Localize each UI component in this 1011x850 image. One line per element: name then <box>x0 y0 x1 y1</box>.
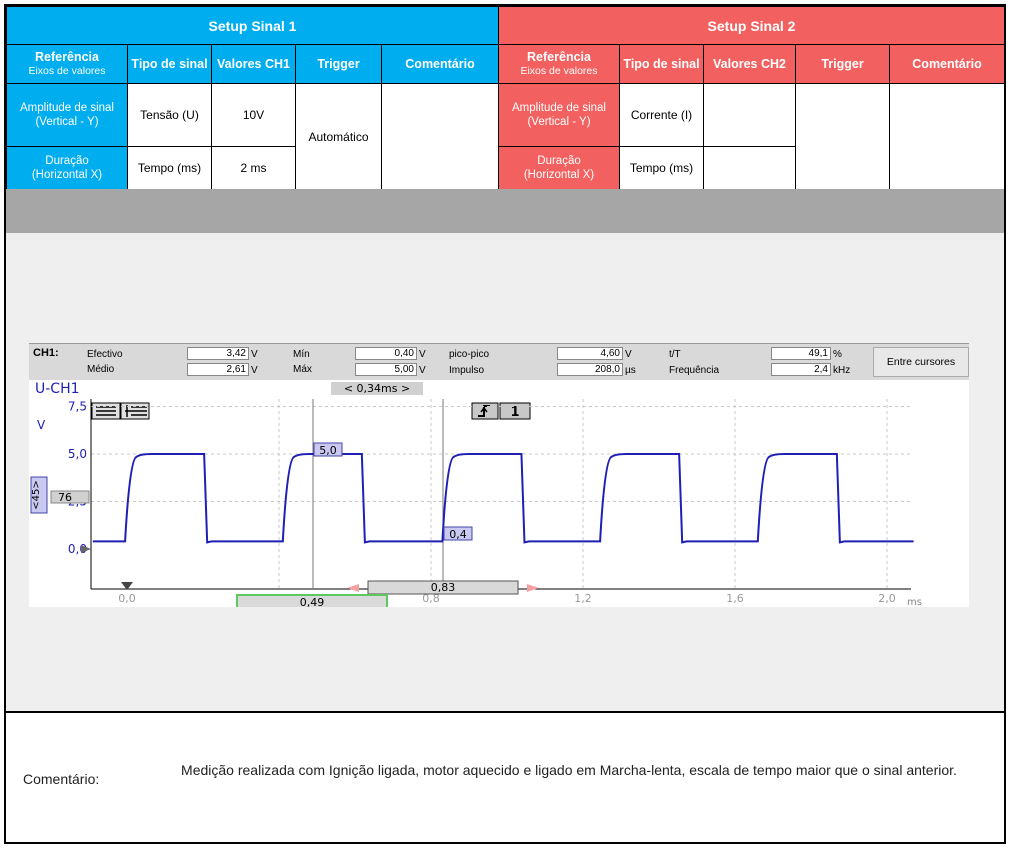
setup-sinal-2-table: Setup Sinal 2 Referência Eixos de valores… <box>497 6 1006 190</box>
y-tick-label: 5,0 <box>68 447 87 461</box>
x-tick-label: 0,8 <box>422 592 440 605</box>
setup2-row-amplitude-tipo: Corrente (I) <box>619 83 704 147</box>
h-cursor2-value: 0,49 <box>300 596 325 607</box>
setup1-row-duracao-valor: 2 ms <box>211 146 296 190</box>
comment-label: Comentário: <box>23 771 100 787</box>
x-tick-label: 2,0 <box>878 592 896 605</box>
delta-box <box>331 382 423 395</box>
waveform-plot: U-CH1 V < 0,34ms > 1 <box>30 381 922 607</box>
oscilloscope-area: CH1: Efectivo 3,42 V Médio 2,61 V Mín 0,… <box>6 233 1004 713</box>
comment-text: Medição realizada com Ignição ligada, mo… <box>181 762 957 778</box>
frequencia-unit: kHz <box>833 365 851 376</box>
setup1-comentario-cell <box>380 83 500 190</box>
setup2-row-duracao-tipo: Tempo (ms) <box>619 146 704 190</box>
trigger-arrow-glyph <box>480 406 488 413</box>
level-marker-value: 76 <box>58 491 72 504</box>
picopico-label: pico-pico <box>449 349 490 360</box>
report-frame: Setup Sinal 1 Referência Eixos de valores… <box>4 4 1006 844</box>
setup-sinal-1-table: Setup Sinal 1 Referência Eixos de valores… <box>5 6 500 190</box>
setup1-header-valores: Valores CH1 <box>211 44 296 84</box>
frequencia-value: 2,4 <box>771 363 831 376</box>
waveform-trace <box>92 453 914 544</box>
min-value: 0,40 <box>355 347 417 360</box>
setup2-row-amplitude-valor <box>703 83 796 147</box>
picopico-value: 4,60 <box>557 347 623 360</box>
medio-label: Médio <box>87 364 115 375</box>
x-tick-label: 1,6 <box>726 592 744 605</box>
setup1-header-referencia: Referência Eixos de valores <box>6 44 128 84</box>
setup2-row-duracao-label: Duração (Horizontal X) <box>498 146 620 190</box>
setup1-row-duracao-label: Duração (Horizontal X) <box>6 146 128 190</box>
setup2-trigger-cell <box>795 83 890 190</box>
delta-label: < 0,34ms > <box>344 382 410 395</box>
x-tick-label: 1,2 <box>574 592 592 605</box>
setup2-header-valores: Valores CH2 <box>703 44 796 84</box>
h-cursor-bar[interactable] <box>367 580 519 595</box>
h-cursor-left-arrow-icon[interactable] <box>347 584 359 592</box>
efectivo-unit: V <box>251 349 258 360</box>
tt-label: t/T <box>669 349 681 360</box>
h-cursor-value: 0,83 <box>431 581 456 594</box>
efectivo-value: 3,42 <box>187 347 249 360</box>
setup1-row-amplitude-label: Amplitude de sinal (Vertical - Y) <box>6 83 128 147</box>
trace-label: U-CH1 <box>35 381 80 397</box>
frequencia-label: Frequência <box>669 365 720 376</box>
efectivo-label: Efectivo <box>87 349 123 360</box>
tt-unit: % <box>833 349 842 360</box>
tt-value: 49,1 <box>771 347 831 360</box>
cursor-b-value: 0,4 <box>449 528 467 541</box>
plot-grid <box>91 399 911 589</box>
x-tick-label: 0,0 <box>118 592 136 605</box>
max-label: Máx <box>293 364 312 375</box>
y-tick-labels: 7,55,02,50,0 <box>68 400 87 557</box>
max-unit: V <box>419 365 426 376</box>
setup1-header-trigger: Trigger <box>295 44 382 84</box>
setup1-header-tipo: Tipo de sinal <box>127 44 212 84</box>
picopico-unit: V <box>625 349 632 360</box>
y-unit-label: V <box>37 418 46 432</box>
setup2-header-comentario: Comentário <box>888 44 1006 84</box>
setup2-title: Setup Sinal 2 <box>497 6 1006 45</box>
setup1-header-comentario: Comentário <box>380 44 500 84</box>
setup2-comentario-cell <box>888 83 1006 190</box>
trigger-position-marker-icon[interactable] <box>121 582 133 590</box>
x-unit-label: ms <box>907 597 922 607</box>
setup1-row-amplitude-valor: 10V <box>211 83 296 147</box>
trigger-channel-label: 1 <box>510 405 519 420</box>
min-label: Mín <box>293 349 310 360</box>
max-value: 5,00 <box>355 363 417 376</box>
setup2-header-tipo: Tipo de sinal <box>619 44 704 84</box>
vscale-box[interactable] <box>30 476 48 514</box>
comment-section: Comentário: Medição realizada com Igniçã… <box>6 713 1004 842</box>
medio-value: 2,61 <box>187 363 249 376</box>
vscale-label: <45> <box>31 480 42 509</box>
channel-label: CH1: <box>33 347 59 359</box>
impulso-label: Impulso <box>449 365 485 376</box>
h-cursor-right-arrow-icon[interactable] <box>527 584 539 592</box>
cursor-b-value-box <box>443 526 473 541</box>
measurement-bar: CH1: Efectivo 3,42 V Médio 2,61 V Mín 0,… <box>29 343 969 380</box>
setup1-title: Setup Sinal 1 <box>5 6 500 45</box>
separator-band <box>6 189 1004 233</box>
cursor-a-value: 5,0 <box>319 444 337 457</box>
impulso-unit: µs <box>625 365 636 376</box>
setup1-row-duracao-tipo: Tempo (ms) <box>127 146 212 190</box>
y-tick-label: 7,5 <box>68 400 87 414</box>
setup1-trigger-value: Automático <box>295 83 382 190</box>
min-unit: V <box>419 349 426 360</box>
level-marker-box[interactable] <box>50 490 90 504</box>
entre-cursores-button[interactable]: Entre cursores <box>873 347 969 377</box>
impulso-value: 208,0 <box>557 363 623 376</box>
medio-unit: V <box>251 365 258 376</box>
h-cursor2-bar[interactable] <box>236 594 388 607</box>
setup1-row-amplitude-tipo: Tensão (U) <box>127 83 212 147</box>
setup2-header-referencia: Referência Eixos de valores <box>498 44 620 84</box>
setup2-header-trigger: Trigger <box>795 44 890 84</box>
setup2-row-duracao-valor <box>703 146 796 190</box>
cursor-a-value-box <box>313 442 343 457</box>
oscilloscope-window: CH1: Efectivo 3,42 V Médio 2,61 V Mín 0,… <box>29 343 969 607</box>
zero-level-marker-icon[interactable] <box>81 545 91 553</box>
setup2-row-amplitude-label: Amplitude de sinal (Vertical - Y) <box>498 83 620 147</box>
